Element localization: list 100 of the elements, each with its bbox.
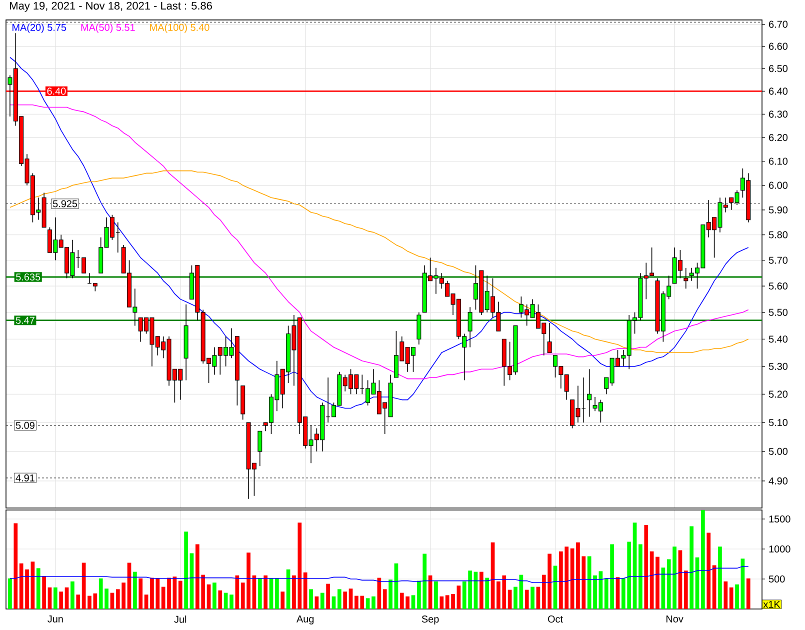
bar [524, 590, 529, 609]
bar [76, 594, 80, 609]
ref-line-label: 5.635 [16, 273, 40, 281]
bar [684, 570, 688, 609]
candlestick [258, 430, 262, 466]
ref-line-label: 5.09 [16, 422, 34, 429]
y-tick-label: 6.30 [769, 110, 788, 118]
bar [382, 589, 387, 609]
text: MA(20) 5.75 [12, 24, 66, 33]
bar [644, 525, 648, 609]
bar [59, 592, 64, 609]
y-tick-label: 6.10 [769, 158, 788, 165]
bar [690, 526, 694, 609]
bar [224, 592, 228, 609]
bar [178, 580, 182, 609]
y-tick-label: 5.90 [768, 206, 788, 214]
bar [746, 578, 750, 609]
x-tick-label: Sep [422, 616, 439, 625]
bar [456, 586, 461, 609]
chart-title: May 19, 2021 - Nov 18, 2021 - Last : 5.86 [10, 2, 212, 12]
bar [303, 572, 308, 609]
bar [42, 576, 46, 609]
bar [53, 587, 58, 609]
y-tick-label: 6.70 [769, 20, 788, 28]
bar [411, 595, 416, 609]
y-tick-label: 6.50 [769, 65, 788, 72]
bar [326, 584, 330, 609]
y-tick-label: 6.60 [769, 42, 788, 50]
bar [314, 596, 319, 609]
y-tick-label: 5.10 [768, 419, 788, 426]
bar [485, 578, 490, 609]
bar [110, 592, 114, 609]
bar [133, 572, 137, 609]
y-tick-label: 5.70 [768, 256, 788, 264]
text: MA(50) 5.51 [81, 24, 135, 33]
bar [530, 586, 534, 609]
bar [36, 568, 40, 609]
x-tick-label: Nov [666, 616, 684, 622]
bar [661, 568, 666, 609]
bar [206, 584, 211, 609]
candlestick [547, 322, 552, 354]
candlestick [684, 268, 688, 290]
y-tick-label: 500 [768, 575, 785, 583]
y-tick-label: 5.20 [768, 390, 788, 398]
bar [434, 581, 438, 609]
ref-line-label: 5.47 [16, 316, 34, 324]
y-tick-label: 4.90 [768, 477, 788, 484]
bar [724, 581, 728, 609]
x-tick-label: Jun [48, 616, 63, 622]
bar [718, 546, 722, 609]
candlestick [468, 306, 472, 348]
y-tick-label: 6.20 [769, 134, 788, 142]
bar [138, 578, 143, 609]
ref-line-label: 5.925 [52, 200, 78, 208]
y-tick-label: 1000 [769, 545, 790, 553]
bar [440, 596, 444, 609]
bar [144, 594, 148, 609]
text: MA(100) 5.40 [150, 24, 210, 33]
y-tick-label: 5.30 [768, 362, 788, 370]
bar [712, 565, 716, 609]
bar [388, 580, 392, 609]
bar [366, 598, 370, 609]
y-tick-label: 5.50 [768, 308, 788, 316]
bar [184, 532, 188, 609]
bar [275, 578, 279, 609]
x-tick-label: Oct [548, 616, 563, 623]
bar [48, 587, 52, 609]
y-tick-label: 5.80 [768, 231, 788, 238]
bar [235, 575, 240, 609]
bar [656, 556, 660, 609]
bar [332, 596, 336, 609]
bar [190, 553, 194, 609]
bar [320, 592, 324, 609]
bar [337, 589, 342, 609]
bar [479, 572, 484, 609]
x-tick-label: Aug [296, 616, 314, 624]
bar [14, 523, 18, 609]
bar [230, 594, 234, 609]
bar [70, 581, 74, 609]
bar [632, 522, 637, 609]
bar [343, 592, 348, 609]
bar [218, 590, 222, 609]
y-tick-label: 1500 [769, 515, 790, 523]
y-tick-label: 6.40 [769, 88, 788, 95]
bar [64, 587, 69, 609]
bar [309, 589, 313, 609]
bar [280, 592, 285, 609]
y-tick-label: 5.00 [768, 448, 788, 455]
bar [377, 578, 382, 609]
y-tick-label: 5.40 [768, 336, 788, 343]
bar [701, 510, 705, 609]
y-tick-label: 5.60 [768, 282, 788, 290]
bar [264, 575, 268, 609]
y-tick-label: 6.00 [769, 182, 788, 189]
bar [8, 578, 12, 609]
bar [348, 588, 353, 609]
bar [735, 584, 739, 609]
x-tick-label: Jul [174, 616, 186, 623]
ref-line-label: 6.40 [47, 88, 66, 95]
bar [536, 586, 540, 609]
